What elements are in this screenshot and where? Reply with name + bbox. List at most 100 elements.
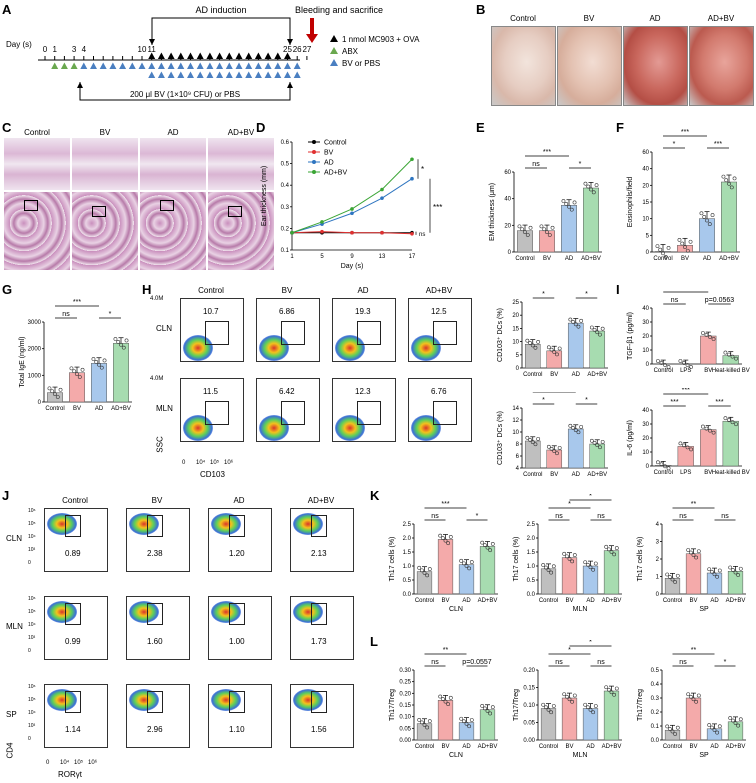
data-point <box>589 187 593 192</box>
significance-label: * <box>673 141 676 148</box>
legend-mc903-triangle-icon <box>330 35 338 42</box>
data-point <box>673 732 678 736</box>
bar <box>700 429 717 467</box>
data-point <box>485 545 490 550</box>
data-point <box>525 435 530 440</box>
x-tick-label: Control <box>515 256 534 262</box>
y-tick-label: 0.2 <box>281 226 290 232</box>
data-point <box>568 317 573 322</box>
y-tick-label: 60 <box>504 170 511 176</box>
significance-label: *** <box>715 399 723 406</box>
x-tick-label: BV <box>550 472 558 478</box>
x-tick-label: AD+BV <box>478 598 498 604</box>
data-point <box>701 424 705 429</box>
y-tick-label: 0.4 <box>281 183 290 189</box>
y-axis-label: Ear thickness (mm) <box>261 166 268 226</box>
data-point <box>678 441 683 446</box>
bv-triangle-icon <box>216 62 224 69</box>
bar <box>91 363 107 403</box>
data-point <box>488 711 493 716</box>
data-point <box>440 536 445 541</box>
timeline-triangles <box>51 52 301 78</box>
y-axis-label: Th17 cells (%) <box>389 537 396 582</box>
bv-triangle-icon <box>264 71 272 78</box>
bv-triangle-icon <box>99 62 107 69</box>
significance-label: ns <box>62 311 70 318</box>
histology-title: AD <box>167 128 179 137</box>
significance-label: *** <box>670 399 678 406</box>
bv-triangle-icon <box>216 71 224 78</box>
y-tick-label: 0.5 <box>403 578 412 584</box>
data-point <box>541 702 546 707</box>
data-point <box>670 729 675 734</box>
significance-label: ns <box>431 659 439 666</box>
bv-triangle-icon <box>177 62 185 69</box>
data-point <box>448 534 453 539</box>
data-point <box>729 185 734 190</box>
data-point <box>685 445 690 450</box>
data-point <box>612 552 617 557</box>
flow-plot: 0.89 <box>44 508 108 572</box>
flow-x-tick-label: 10⁴ <box>60 760 70 766</box>
x-tick-label: Control <box>45 406 64 412</box>
data-point <box>691 553 696 557</box>
flow-y-tick-label: 10⁵ <box>28 609 36 615</box>
th17-treg-chart: 0.0 0.1 0.2 0.3 0.4 0.5 Th17/Treg Control BV AD AD… <box>637 647 746 759</box>
y-tick-label: 0.3 <box>281 205 290 211</box>
bv-triangle-icon <box>177 71 185 78</box>
data-point <box>689 447 693 452</box>
flow-density-blob <box>183 335 213 361</box>
bar <box>603 690 620 741</box>
data-point <box>576 324 581 329</box>
data-point <box>694 555 699 560</box>
data-point <box>661 251 665 256</box>
x-axis-label: SP <box>699 752 709 759</box>
flow-density-blob <box>211 513 241 535</box>
abx-triangle-icon <box>70 62 78 69</box>
bv-triangle-icon <box>264 62 272 69</box>
data-point <box>464 563 469 568</box>
y-tick-label: 14 <box>512 406 519 412</box>
data-point <box>609 549 614 554</box>
data-point <box>728 565 733 570</box>
bar <box>458 564 475 595</box>
y-tick-label: 0.05 <box>523 721 535 727</box>
x-tick-label: BV <box>73 406 81 412</box>
data-point <box>688 694 693 699</box>
x-tick-label: AD+BV <box>726 744 746 750</box>
bv-triangle-icon <box>225 71 233 78</box>
abx-triangle-icon <box>51 62 59 69</box>
y-tick-label: 4 <box>516 466 520 472</box>
data-point <box>682 443 686 448</box>
bar <box>540 568 557 595</box>
flow-column-title: Control <box>62 496 88 505</box>
data-point <box>675 573 680 578</box>
x-tick-label: BV <box>441 598 449 604</box>
bar <box>567 322 584 369</box>
data-point <box>528 225 533 230</box>
bar <box>113 343 129 403</box>
flow-plot: 12.5 <box>408 298 472 362</box>
data-point <box>50 389 55 394</box>
bar <box>706 728 723 741</box>
bv-triangle-icon <box>254 71 262 78</box>
data-point <box>467 566 472 571</box>
flow-y-tick-label: 4.0M <box>150 376 164 382</box>
y-tick-label: 0.30 <box>399 668 411 674</box>
flow-gate-value: 19.3 <box>355 307 371 316</box>
significance-label: ns <box>597 513 605 520</box>
bar <box>721 181 737 253</box>
x-tick-label: AD <box>565 256 574 262</box>
mc903-triangle-icon <box>187 52 194 59</box>
series-point <box>380 196 384 200</box>
flow-density-blob <box>411 335 441 361</box>
bar <box>437 700 454 741</box>
flow-column-title: AD+BV <box>425 286 453 295</box>
data-point <box>75 372 79 377</box>
data-point <box>594 183 599 188</box>
bar <box>437 539 454 595</box>
flow-plot: 2.96 <box>126 684 190 748</box>
panel-label-c: C <box>2 120 12 135</box>
flow-density-blob <box>129 689 159 711</box>
data-point <box>469 718 474 722</box>
